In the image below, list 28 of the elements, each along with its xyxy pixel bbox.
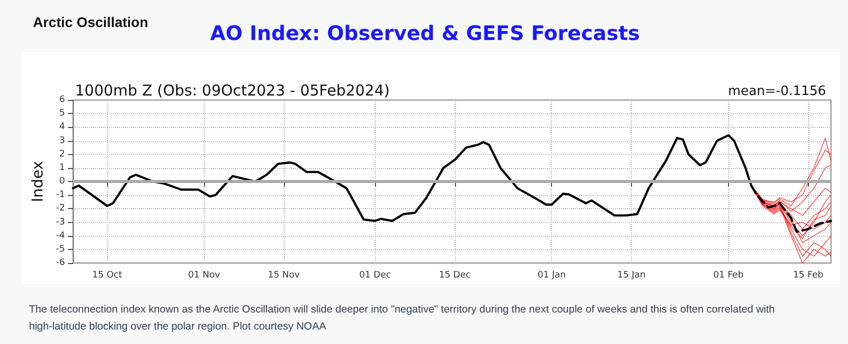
y-tick-label: 1 <box>59 162 65 173</box>
y-tick-label: -6 <box>56 258 66 268</box>
x-tick-label: 15 Feb <box>793 270 824 280</box>
y-tick-label: 2 <box>59 149 65 160</box>
x-tick-label: 01 Dec <box>359 270 391 280</box>
chart-subtitle: 1000mb Z (Obs: 09Oct2023 - 05Feb2024) <box>75 82 390 100</box>
x-tick-label: 15 Oct <box>92 270 123 280</box>
text: mean=-0.1156 <box>728 84 826 99</box>
x-tick-label: 01 Nov <box>188 270 221 280</box>
y-tick-label: 5 <box>59 108 65 119</box>
y-tick-label: -5 <box>56 244 65 254</box>
y-tick-label: -4 <box>56 230 66 241</box>
chart-title: AO Index: Observed & GEFS Forecasts <box>210 21 640 45</box>
x-tick-label: 01 Jan <box>538 270 566 280</box>
x-tick-label: 15 Nov <box>268 270 300 280</box>
y-tick-label: 0 <box>59 176 66 186</box>
y-tick-label: 3 <box>59 136 65 146</box>
text: The teleconnection index known as the Arctic Oscillation will slide deeper into "negative" territory during the next couple of weeks and this is often correlated with high-latitude blocking over the polar region. Plot courtesy NOAA <box>29 304 778 332</box>
x-tick-label: 15 Jan <box>617 270 646 280</box>
x-tick-label: 15 Dec <box>438 270 471 280</box>
y-tick-label: 6 <box>59 95 66 105</box>
y-tick-label: -2 <box>56 204 65 214</box>
y-tick-label: -3 <box>56 217 65 228</box>
x-tick-label: 01 Feb <box>713 270 744 280</box>
y-tick-label: 4 <box>59 122 66 132</box>
text: Arctic Oscillation <box>33 14 148 30</box>
y-axis-title: Index <box>28 160 46 202</box>
y-tick-label: -1 <box>56 190 65 200</box>
